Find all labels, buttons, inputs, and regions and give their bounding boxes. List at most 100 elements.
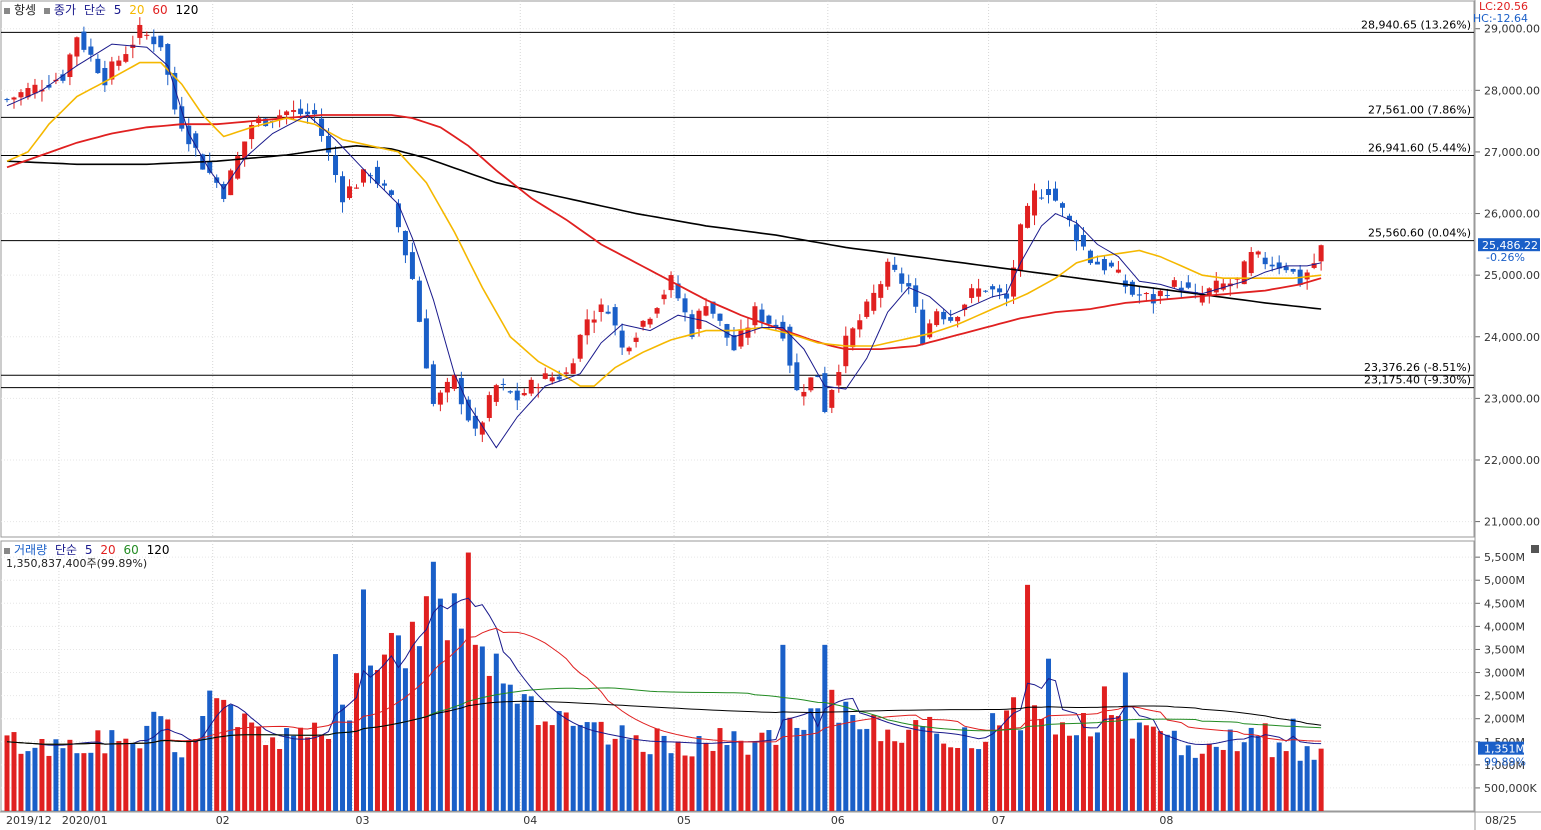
price-legend-toggle-icon[interactable] xyxy=(4,7,10,14)
volume-bar xyxy=(81,753,87,811)
candle-body xyxy=(1032,190,1038,216)
volume-bar xyxy=(1059,722,1065,811)
candle-body xyxy=(451,375,457,389)
volume-bar xyxy=(976,749,982,811)
volume-bar xyxy=(158,716,164,811)
candle-body xyxy=(1004,293,1010,299)
volume-bar xyxy=(1136,722,1142,811)
volume-bar xyxy=(661,735,667,811)
ma5-legend: 5 xyxy=(113,3,122,17)
volume-bar xyxy=(458,628,464,811)
volume-bar xyxy=(1080,713,1086,811)
candle-body xyxy=(675,283,681,299)
candle-body xyxy=(850,328,856,348)
volume-bar xyxy=(689,756,695,811)
ma20-line xyxy=(6,61,1322,387)
ma-type-label: 단순 xyxy=(83,3,106,17)
volume-bar xyxy=(584,722,590,811)
candle-body xyxy=(1150,294,1156,304)
volume-bar xyxy=(647,754,653,811)
candle-body xyxy=(1059,203,1065,208)
candle-body xyxy=(535,387,541,389)
volume-bar xyxy=(228,704,234,811)
volume-tick-label: 2,000M xyxy=(1484,713,1525,726)
candle-body xyxy=(465,399,471,421)
candle-body xyxy=(493,385,499,402)
candle-body xyxy=(521,393,527,396)
volume-bar xyxy=(214,698,220,811)
volume-bar xyxy=(123,738,129,811)
volume-ma-type-label: 단순 xyxy=(54,543,78,557)
candle-body xyxy=(60,74,66,81)
candle-body xyxy=(983,290,989,292)
candle-body xyxy=(563,372,569,374)
month-tick-label: 2019/12 xyxy=(6,814,52,827)
volume-bar xyxy=(340,704,346,811)
current-price-label: 25,486.22 xyxy=(1482,239,1538,252)
volume-bar xyxy=(347,720,353,811)
candle-body xyxy=(794,362,800,391)
candle-body xyxy=(74,37,80,57)
candle-body xyxy=(1227,283,1233,287)
price-indicator-name: 항셍 xyxy=(14,3,37,17)
candle-body xyxy=(570,363,576,374)
volume-bar xyxy=(640,751,646,811)
volume-tick-label: 4,000M xyxy=(1484,620,1525,633)
reference-line-label: 27,561.00 (7.86%) xyxy=(1368,103,1471,116)
volume-bar xyxy=(32,747,38,811)
candle-body xyxy=(109,61,115,80)
candle-body xyxy=(738,329,744,347)
candle-body xyxy=(689,314,695,337)
candle-body xyxy=(976,288,982,297)
panel-settings-icon[interactable] xyxy=(1531,545,1539,553)
month-tick-label: 04 xyxy=(523,814,537,827)
month-tick-label: 08 xyxy=(1159,814,1173,827)
volume-tick-label: 3,000M xyxy=(1484,667,1525,680)
volume-bar xyxy=(1213,746,1219,811)
candle-body xyxy=(472,415,478,429)
volume-panel[interactable]: 500,000K1,000M1,500M2,000M2,500M3,000M3,… xyxy=(0,540,1537,812)
candle-body xyxy=(360,169,366,183)
volume-bar xyxy=(1101,686,1107,811)
volume-bar xyxy=(612,738,618,811)
candle-body xyxy=(1283,266,1289,271)
volume-bar xyxy=(668,753,674,811)
volume-bar xyxy=(675,741,681,811)
month-tick-label: 2020/01 xyxy=(62,814,108,827)
ma-legend-toggle-icon[interactable] xyxy=(43,7,50,14)
candle-body xyxy=(381,183,387,186)
volume-bar xyxy=(1248,727,1254,811)
volume-bar xyxy=(200,715,206,811)
volume-bar xyxy=(423,596,429,811)
candle-body xyxy=(1220,283,1226,290)
month-tick-label: 08/25 xyxy=(1485,814,1517,827)
candle-body xyxy=(990,286,996,290)
candle-body xyxy=(892,264,898,270)
candle-body xyxy=(1276,262,1282,269)
volume-bar xyxy=(151,711,157,811)
volume-bar xyxy=(535,725,541,811)
current-price-badge xyxy=(1478,238,1540,252)
volume-bar xyxy=(39,738,45,811)
volume-bar xyxy=(948,747,954,811)
volume-legend-toggle-icon[interactable] xyxy=(4,547,10,554)
volume-bar xyxy=(605,744,611,811)
volume-bar xyxy=(766,730,772,811)
volume-bar xyxy=(808,708,814,811)
candle-body xyxy=(374,166,380,184)
volume-indicator-name: 거래량 xyxy=(14,543,48,557)
candle-body xyxy=(619,330,625,348)
volume-bar xyxy=(731,731,737,811)
volume-bar xyxy=(67,739,73,811)
price-panel[interactable]: 28,940.65 (13.26%) 27,561.00 (7.86%) 26,94… xyxy=(0,0,1540,538)
candle-body xyxy=(1178,287,1184,291)
candle-body xyxy=(409,252,415,279)
candle-body xyxy=(1101,259,1107,271)
candle-body xyxy=(291,110,297,112)
candle-body xyxy=(444,381,450,393)
candle-body xyxy=(598,304,604,313)
volume-bar xyxy=(997,725,1003,811)
candle-body xyxy=(312,109,318,115)
vol-ma20-line xyxy=(6,627,1322,745)
